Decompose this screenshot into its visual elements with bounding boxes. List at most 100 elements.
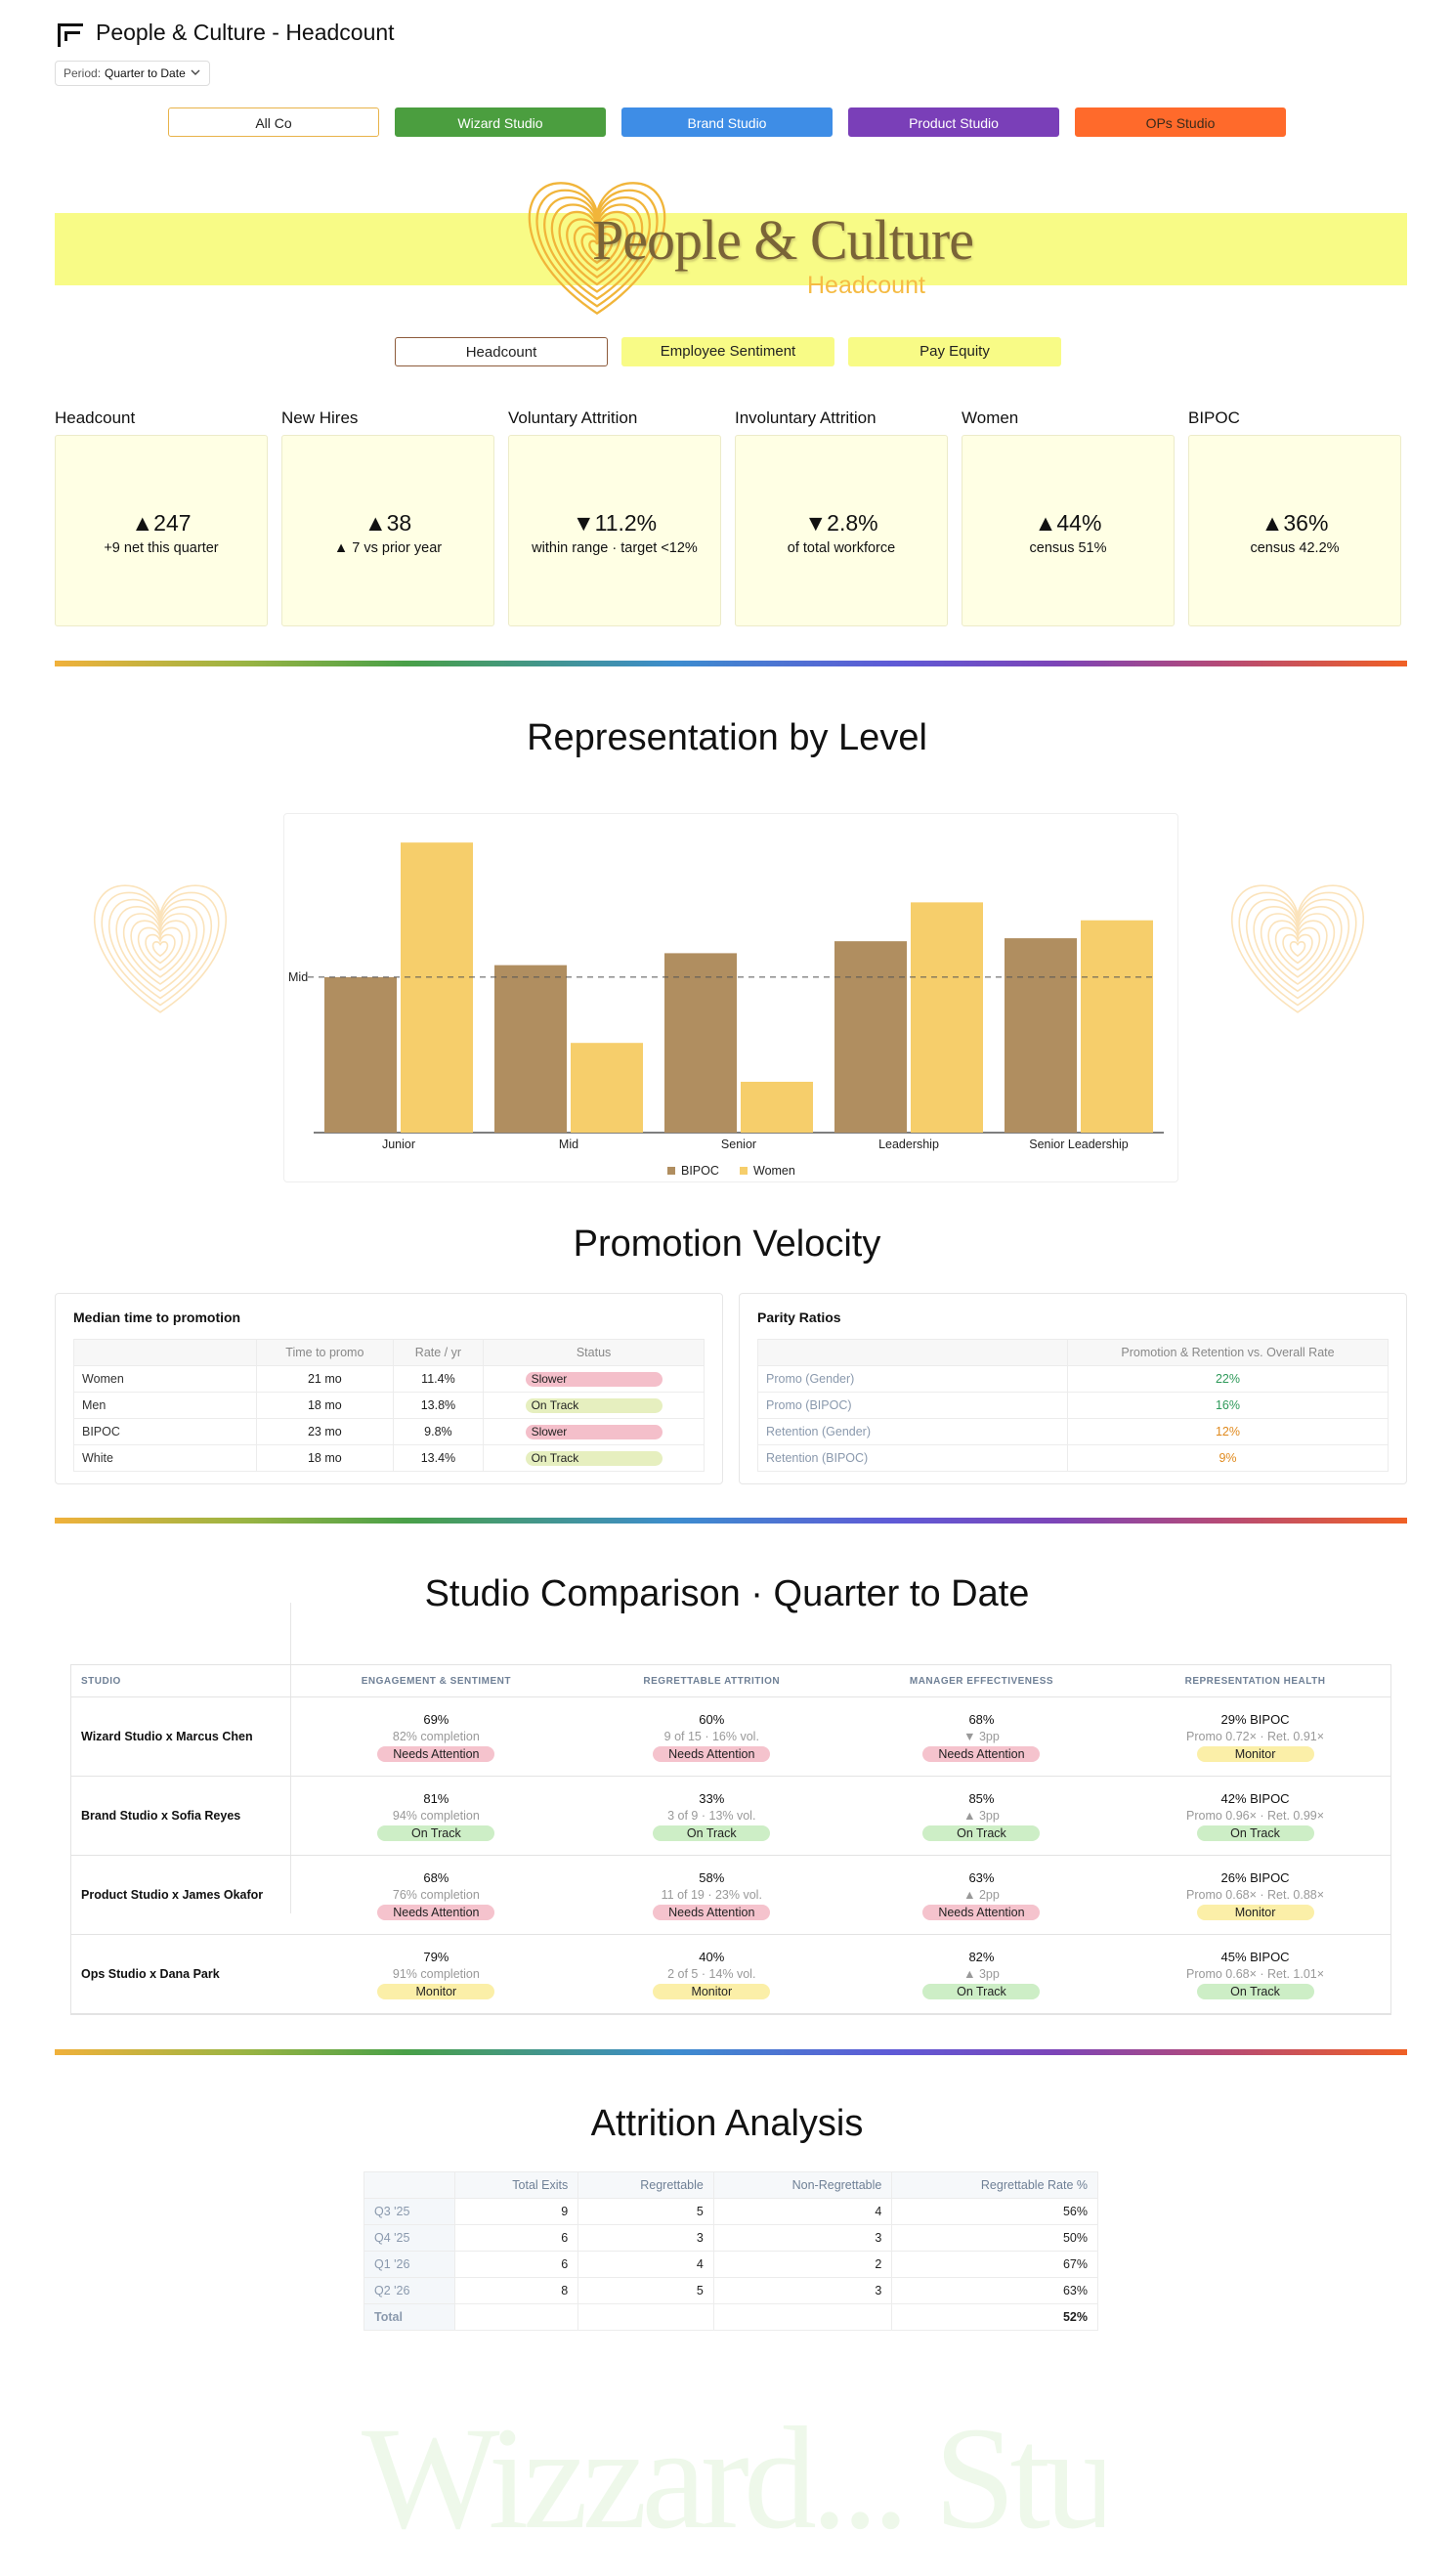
table-header-row: Total Exits Regrettable Non-Regrettable Reg… — [363, 2171, 1098, 2199]
kpi-label: Headcount — [55, 408, 136, 427]
value-cell: 63% — [891, 2277, 1098, 2304]
metric-detail: 3 of 9 · 13% vol. — [667, 1808, 756, 1823]
metric-value: 68% — [423, 1869, 449, 1885]
period-cell: Q3 '25 — [363, 2198, 456, 2225]
column-header: REPRESENTATION HEALTH — [1120, 1665, 1390, 1697]
studio-name: Ops Studio x Dana Park — [71, 1934, 292, 2014]
status-badge: Monitor — [653, 1983, 771, 1999]
section-title-promotion: Promotion Velocity — [573, 1224, 881, 1265]
table-row: Ops Studio x Dana Park 79% 91% completion M… — [71, 1934, 1390, 2014]
column-header: ENGAGEMENT & SENTIMENT — [292, 1665, 580, 1697]
kpi-value: ▲36% — [1261, 510, 1329, 536]
representation-chart-panel: Junior Mid Senior Leadership Senior Leadersh… — [283, 813, 1178, 1182]
heart-ring — [1289, 940, 1306, 958]
divider — [55, 2049, 1407, 2055]
studio-name: Brand Studio x Sofia Reyes — [71, 1776, 292, 1856]
value-cell: 67% — [891, 2251, 1098, 2278]
value-cell: 9 — [454, 2198, 579, 2225]
kpi-card: ▲44% census 51% — [962, 435, 1175, 626]
period-value: Quarter to Date — [105, 66, 186, 80]
metric-value: 58% — [699, 1869, 725, 1885]
period-cell: Q1 '26 — [363, 2251, 456, 2278]
status-badge: Needs Attention — [922, 1904, 1041, 1920]
ratio-value: 22% — [1067, 1365, 1389, 1393]
metric-cell: 42% BIPOC Promo 0.96× · Ret. 0.99× On Trac… — [1120, 1776, 1390, 1856]
heart-ring — [588, 239, 606, 257]
metric-cell: 79% 91% completion Monitor — [292, 1934, 580, 2014]
metric-cell: 58% 11 of 19 · 23% vol. Needs Attention — [579, 1855, 843, 1935]
kpi-card: ▲38 ▲ 7 vs prior year — [281, 435, 494, 626]
metric-value: 33% — [699, 1790, 725, 1806]
banner-title: People & Culture — [592, 208, 974, 272]
legend-label: Women — [753, 1164, 795, 1178]
metric-value: 60% — [699, 1711, 725, 1727]
x-tick-label: Senior — [721, 1138, 756, 1151]
period-cell: Q2 '26 — [363, 2277, 456, 2304]
studio-filter-ops-studio[interactable]: OPs Studio — [1075, 107, 1286, 137]
watermark: Wizzard... Studio — [362, 2397, 1104, 2559]
table-row: Retention (Gender) 12% — [757, 1418, 1389, 1445]
rate-cell: 11.4% — [392, 1365, 485, 1393]
banner — [55, 213, 1407, 285]
section-title-attrition: Attrition Analysis — [590, 2103, 864, 2144]
kpi-value: ▲247 — [131, 510, 192, 536]
legend-label: BIPOC — [681, 1164, 719, 1178]
bar-bipoc — [494, 965, 567, 1133]
value-cell: 4 — [577, 2251, 714, 2278]
metric-value: 29% BIPOC — [1220, 1711, 1290, 1727]
status-cell: On Track — [483, 1444, 705, 1472]
parity-ratios-card: Parity Ratios Promotion & Retention vs. … — [739, 1293, 1407, 1484]
status-badge: Monitor — [377, 1983, 495, 1999]
metric-cell: 33% 3 of 9 · 13% vol. On Track — [579, 1776, 843, 1856]
heart-ring — [151, 940, 169, 958]
time-cell: 23 mo — [256, 1418, 394, 1445]
metric-detail: ▲ 2pp — [963, 1887, 1000, 1902]
value-cell: 6 — [454, 2251, 579, 2278]
time-cell: 18 mo — [256, 1444, 394, 1472]
tab-headcount[interactable]: Headcount — [395, 337, 608, 366]
table-header-row: Promotion & Retention vs. Overall Rate — [757, 1339, 1389, 1366]
value-cell: 5 — [577, 2277, 714, 2304]
kpi-value: ▼11.2% — [572, 510, 658, 536]
ratio-value: 12% — [1067, 1418, 1389, 1445]
status-badge: Needs Attention — [653, 1904, 771, 1920]
value-cell — [577, 2303, 714, 2331]
studio-filter-product-studio[interactable]: Product Studio — [848, 107, 1059, 137]
metric-value: 79% — [423, 1949, 449, 1964]
kpi-card: ▼11.2% within range · target <12% — [508, 435, 721, 626]
status-badge: Needs Attention — [922, 1745, 1041, 1762]
bar-bipoc — [834, 941, 907, 1133]
column-header: Regrettable — [577, 2171, 714, 2199]
value-cell: 2 — [712, 2251, 893, 2278]
metric-cell: 45% BIPOC Promo 0.68× · Ret. 1.01× On Trac… — [1120, 1934, 1390, 2014]
kpi-label: New Hires — [281, 408, 359, 427]
metric-cell: 68% ▼ 3pp Needs Attention — [842, 1696, 1121, 1777]
heart-ring — [1238, 891, 1357, 1007]
tab-employee-sentiment[interactable]: Employee Sentiment — [621, 337, 834, 366]
heart-ring — [1282, 933, 1313, 965]
period-select[interactable]: Period: Quarter to Date — [55, 61, 210, 86]
ratio-value: 16% — [1067, 1392, 1389, 1419]
studio-filter-all-co[interactable]: All Co — [168, 107, 379, 137]
x-tick-label: Junior — [382, 1138, 415, 1151]
kpi-label: BIPOC — [1188, 408, 1240, 427]
bar-women — [1081, 920, 1153, 1133]
divider — [55, 1518, 1407, 1524]
kpi-subtext: ▲ 7 vs prior year — [333, 540, 443, 556]
column-header: Rate / yr — [392, 1339, 485, 1366]
metric-cell: 82% ▲ 3pp On Track — [842, 1934, 1121, 2014]
status-badge: On Track — [653, 1825, 771, 1841]
tab-pay-equity[interactable]: Pay Equity — [848, 337, 1061, 366]
metric-value: 68% — [968, 1711, 995, 1727]
ratio-value: 9% — [1067, 1444, 1389, 1472]
value-cell: 4 — [712, 2198, 893, 2225]
status-badge: Monitor — [1196, 1745, 1314, 1762]
studio-filter-wizard-studio[interactable]: Wizard Studio — [395, 107, 606, 137]
studio-filter-brand-studio[interactable]: Brand Studio — [621, 107, 833, 137]
metric-cell: 85% ▲ 3pp On Track — [842, 1776, 1121, 1856]
value-cell: 52% — [891, 2303, 1098, 2331]
value-cell — [454, 2303, 579, 2331]
value-cell: 5 — [577, 2198, 714, 2225]
metric-detail: ▲ 3pp — [963, 1966, 1000, 1981]
reference-line-label: Mid — [288, 970, 308, 984]
